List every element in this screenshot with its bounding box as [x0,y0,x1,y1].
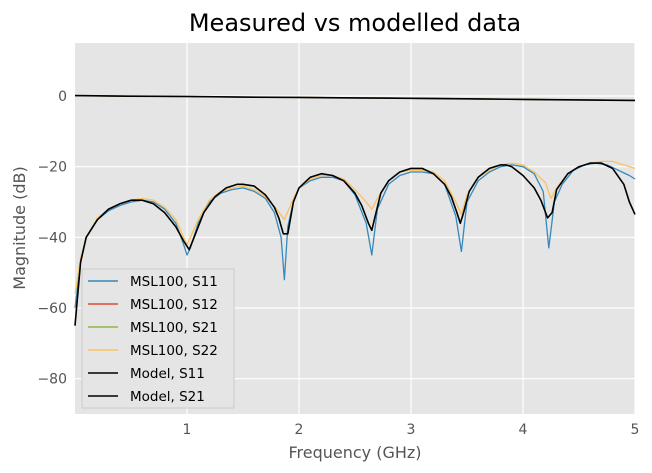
y-tick-label: −40 [37,230,67,246]
y-tick-labels: 0 −20 −40 −60 −80 [37,89,67,388]
legend: MSL100, S11 MSL100, S12 MSL100, S21 MSL100,… [81,268,235,409]
series-line-msl100-s22 [74,160,636,295]
legend-label-model-s21: Model, S21 [130,389,205,405]
y-tick-label: −20 [37,160,67,176]
y-tick-label: 0 [58,89,67,105]
series-line-model-s11 [74,162,636,326]
series-lines [74,94,636,326]
legend-label-msl100-s12: MSL100, S12 [130,297,218,313]
series-line-model-s21 [74,94,636,102]
legend-label-msl100-s21: MSL100, S21 [130,320,218,336]
x-tick-labels: 1 2 3 4 5 [183,422,640,438]
x-tick-label: 3 [407,422,416,438]
legend-label-msl100-s22: MSL100, S22 [130,343,218,359]
x-tick-label: 2 [295,422,304,438]
y-tick-label: −80 [37,372,67,388]
x-axis-label: Frequency (GHz) [288,443,421,462]
chart-title: Measured vs modelled data [189,9,521,37]
x-tick-label: 5 [631,422,640,438]
legend-label-msl100-s11: MSL100, S11 [130,274,218,290]
x-tick-label: 1 [183,422,192,438]
legend-label-model-s11: Model, S11 [130,366,205,382]
y-axis-label: Magnitude (dB) [10,166,29,289]
x-tick-label: 4 [519,422,528,438]
y-tick-label: −60 [37,301,67,317]
legend-box [81,268,235,409]
